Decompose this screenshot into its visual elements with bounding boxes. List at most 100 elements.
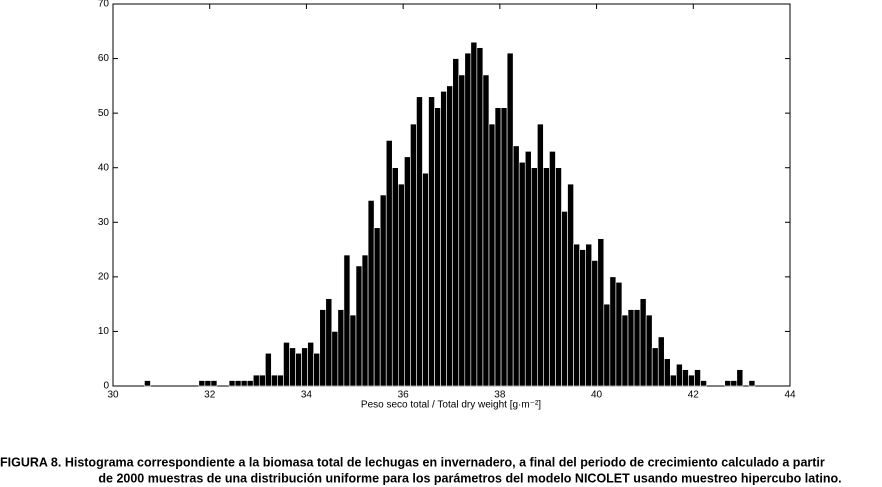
bar	[343, 254, 351, 387]
bar	[295, 352, 302, 387]
bar	[283, 342, 290, 387]
bar	[440, 91, 447, 387]
bar	[663, 358, 671, 387]
bar	[434, 107, 441, 387]
bar	[246, 380, 254, 387]
bar	[277, 374, 284, 387]
bar	[748, 380, 756, 387]
bar	[361, 254, 369, 387]
x-tick-label: 38	[494, 390, 506, 401]
bar	[621, 314, 629, 387]
bar	[452, 58, 460, 387]
bar	[645, 314, 653, 387]
y-tick-label: 20	[98, 271, 110, 282]
bar	[240, 380, 248, 387]
bar	[615, 282, 623, 387]
bar	[325, 298, 333, 387]
bar	[470, 41, 478, 387]
x-tick-label: 44	[784, 390, 796, 401]
caption-line: FIGURA 8. Histograma correspondiente a l…	[0, 455, 825, 469]
bar	[428, 96, 435, 387]
bar	[494, 107, 502, 387]
bar	[724, 380, 732, 387]
bar	[410, 123, 417, 387]
bar	[446, 85, 454, 387]
bar	[464, 52, 472, 387]
bar	[506, 52, 514, 387]
bar	[651, 347, 659, 387]
bar	[585, 243, 593, 387]
bar	[210, 380, 218, 387]
bar	[228, 380, 236, 387]
y-tick-label: 10	[98, 326, 110, 337]
bar	[518, 161, 526, 387]
bar	[337, 309, 345, 387]
bar	[391, 167, 399, 387]
bar	[627, 309, 635, 387]
bar	[234, 380, 242, 387]
bar	[555, 167, 562, 387]
x-tick-label: 32	[204, 390, 216, 401]
bar	[537, 123, 544, 387]
bar	[597, 238, 605, 387]
bar	[694, 369, 701, 387]
y-tick-label: 40	[98, 162, 110, 173]
bar	[349, 314, 357, 387]
bar	[561, 211, 568, 387]
bar	[657, 336, 665, 387]
x-tick-label: 30	[107, 390, 119, 401]
y-tick-label: 30	[98, 217, 110, 228]
bar	[258, 374, 266, 387]
bar	[476, 47, 484, 387]
x-tick-label: 34	[301, 390, 313, 401]
bar	[416, 96, 423, 387]
bar	[301, 347, 308, 387]
bar	[573, 243, 580, 387]
y-tick-label: 0	[103, 381, 109, 392]
bar	[355, 265, 363, 387]
x-tick-label: 36	[398, 390, 410, 401]
bar	[367, 200, 375, 387]
bar	[530, 167, 538, 387]
bar	[488, 123, 496, 387]
x-tick-label: 42	[688, 390, 700, 401]
bar	[512, 145, 520, 387]
y-tick-label: 50	[98, 108, 110, 119]
bar	[271, 374, 278, 387]
bar	[398, 183, 405, 387]
bar	[319, 309, 327, 387]
bar	[144, 380, 151, 387]
bar	[579, 249, 586, 387]
x-axis-label: Peso seco total / Total dry weight [g·m⁻…	[361, 400, 541, 411]
x-tick-label: 40	[591, 390, 603, 401]
bar	[567, 183, 574, 387]
bar	[736, 369, 744, 387]
bar	[603, 303, 611, 387]
bar	[682, 369, 689, 387]
y-tick-label: 70	[98, 0, 110, 10]
bar	[500, 107, 508, 387]
y-tick-label: 60	[98, 53, 110, 64]
bar	[422, 172, 429, 387]
bar	[676, 363, 683, 387]
bar	[591, 260, 599, 387]
bar	[458, 74, 466, 387]
bar	[198, 380, 206, 387]
bar	[313, 352, 321, 387]
bar	[633, 309, 641, 387]
bar	[543, 167, 550, 387]
bar	[639, 298, 647, 387]
caption-line: de 2000 muestras de una distribución uni…	[98, 471, 841, 485]
bar	[730, 380, 738, 387]
bar	[482, 74, 490, 387]
bar	[670, 374, 677, 387]
bar	[289, 347, 296, 387]
bar	[609, 276, 617, 387]
bar	[373, 227, 381, 387]
bar	[331, 331, 339, 387]
bar	[524, 151, 532, 387]
bar	[385, 140, 393, 387]
bar	[404, 156, 411, 387]
bar	[307, 342, 314, 387]
